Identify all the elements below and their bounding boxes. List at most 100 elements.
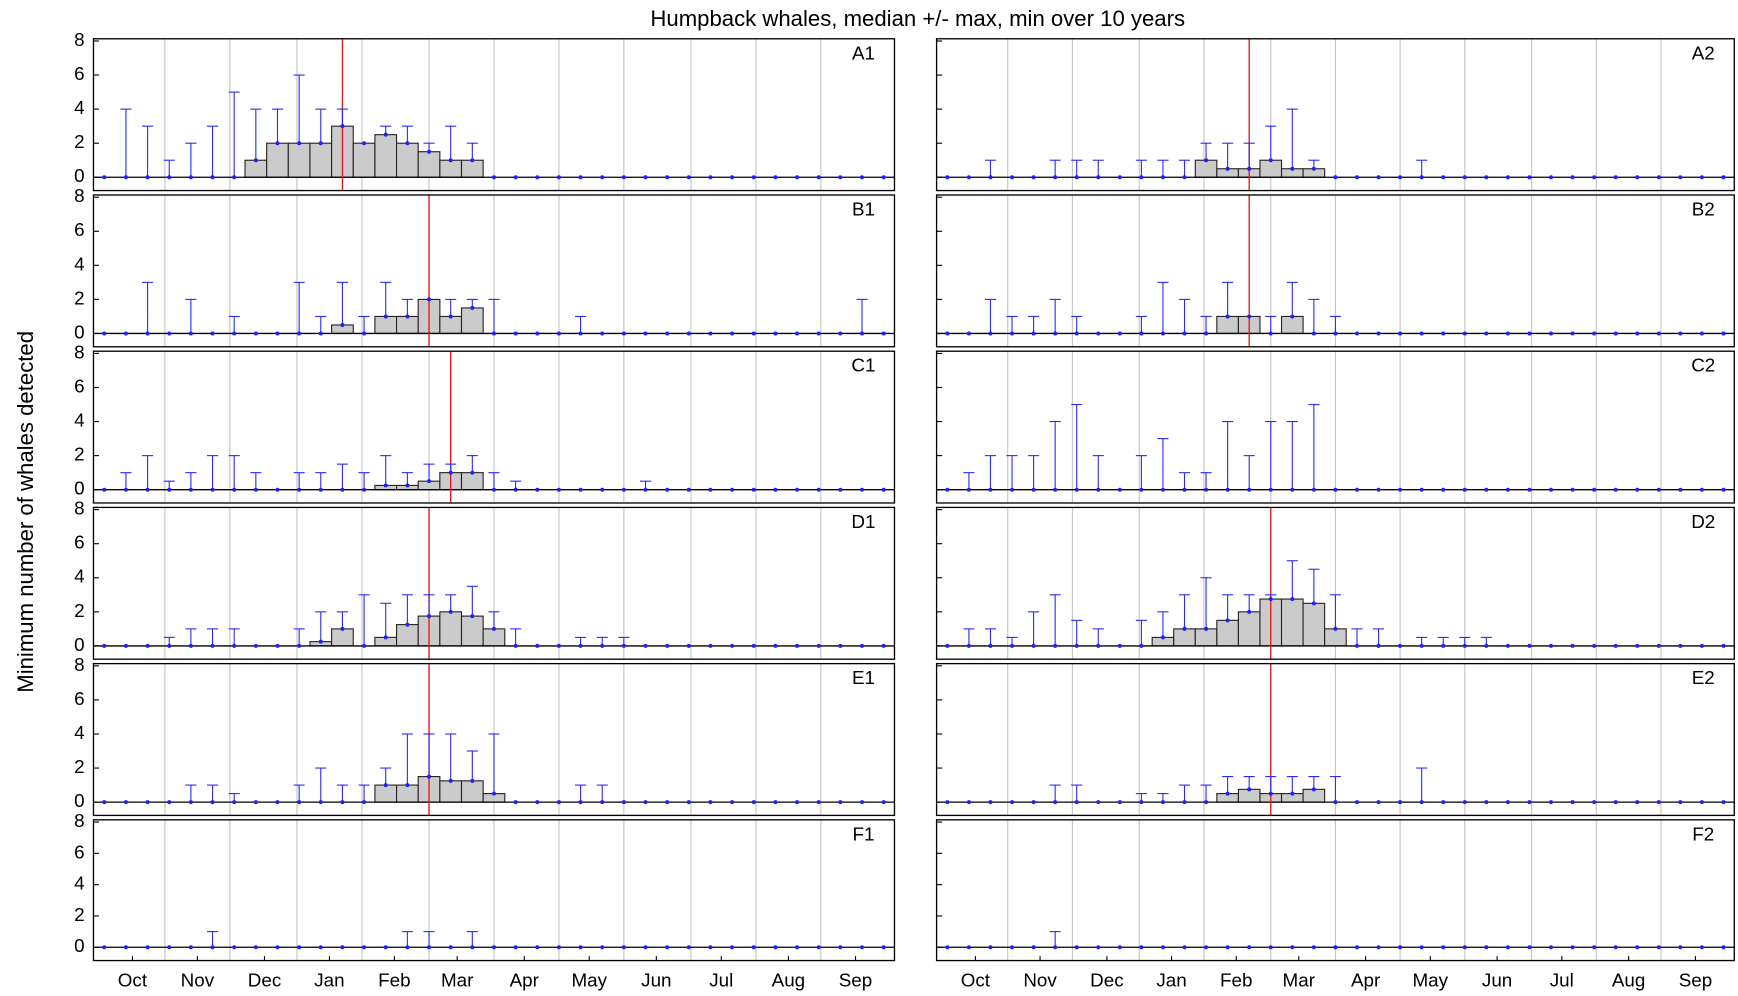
error-bar — [315, 767, 327, 803]
y-tick-label: 2 — [74, 444, 84, 465]
error-bar — [142, 281, 154, 334]
error-bar — [1157, 438, 1169, 490]
median-point — [1441, 643, 1446, 648]
median-point — [1333, 626, 1338, 631]
bar — [1216, 619, 1239, 647]
median-point — [102, 331, 107, 336]
median-point — [795, 800, 800, 805]
error-bar — [1049, 594, 1061, 646]
median-point — [448, 609, 453, 614]
median-point — [1290, 791, 1295, 796]
median-point — [1031, 175, 1036, 180]
bar — [460, 307, 484, 335]
error-bar — [401, 472, 413, 486]
error-bar — [358, 594, 370, 646]
median-point — [1053, 643, 1058, 648]
bar — [439, 159, 463, 178]
median-point — [1656, 487, 1661, 492]
error-bar — [423, 594, 435, 617]
median-point — [1656, 800, 1661, 805]
bar — [396, 624, 419, 647]
median-point — [881, 800, 886, 805]
error-bar — [1329, 315, 1341, 334]
error-bar — [1071, 784, 1083, 803]
median-point — [838, 331, 843, 336]
median-point — [1333, 175, 1338, 180]
error-bar — [315, 315, 327, 334]
median-point — [643, 643, 648, 648]
error-bar — [1308, 298, 1320, 334]
median-point — [1053, 800, 1058, 805]
median-point — [1549, 331, 1554, 336]
median-point — [1160, 800, 1165, 805]
panel-frame — [935, 506, 1735, 660]
x-tick-label: Sep — [1679, 970, 1713, 991]
median-point — [751, 331, 756, 336]
x-tick-label: Jun — [641, 970, 671, 991]
y-tick-label: 8 — [74, 654, 84, 675]
bar — [439, 315, 463, 335]
median-point — [167, 643, 172, 648]
x-tick-label: Nov — [1023, 970, 1057, 991]
median-point — [1333, 945, 1338, 950]
median-point — [773, 800, 778, 805]
median-point — [1354, 331, 1359, 336]
median-point — [860, 331, 865, 336]
median-point — [1096, 800, 1101, 805]
median-point — [860, 175, 865, 180]
panel-frame — [935, 662, 1735, 817]
error-bar — [445, 733, 457, 781]
median-point — [383, 483, 388, 488]
median-point — [556, 331, 561, 336]
median-point — [340, 124, 345, 129]
error-bar — [120, 472, 132, 490]
median-point — [1462, 175, 1467, 180]
median-point — [621, 800, 626, 805]
median-point — [1139, 331, 1144, 336]
median-point — [1376, 800, 1381, 805]
median-point — [1656, 175, 1661, 180]
median-point — [1290, 487, 1295, 492]
x-tick-label: Jul — [709, 970, 733, 991]
median-point — [1398, 331, 1403, 336]
median-point — [556, 487, 561, 492]
median-point — [751, 487, 756, 492]
error-bar — [1178, 159, 1191, 178]
median-point — [1247, 166, 1252, 171]
median-point — [232, 331, 237, 336]
error-bar — [1286, 108, 1298, 169]
x-tick-label: Dec — [1090, 970, 1123, 991]
error-bar — [1157, 281, 1169, 334]
error-bar — [1286, 560, 1298, 600]
panel-frame — [92, 194, 896, 348]
median-point — [318, 331, 323, 336]
bar — [1259, 159, 1283, 178]
median-point — [427, 149, 432, 154]
median-point — [318, 487, 323, 492]
median-point — [102, 800, 107, 805]
median-point — [1699, 800, 1704, 805]
error-bar — [1049, 298, 1061, 334]
median-point — [860, 945, 865, 950]
median-point — [1160, 175, 1165, 180]
median-point — [1592, 800, 1597, 805]
median-point — [838, 945, 843, 950]
median-point — [1139, 643, 1144, 648]
median-point — [1549, 643, 1554, 648]
median-point — [167, 945, 172, 950]
median-point — [988, 175, 993, 180]
y-tick-label: 6 — [74, 841, 84, 862]
median-point — [210, 175, 215, 180]
error-bar — [1071, 159, 1083, 178]
median-point — [1699, 945, 1704, 950]
median-point — [1505, 643, 1510, 648]
median-point — [966, 800, 971, 805]
panel-frame — [935, 819, 1735, 962]
median-point — [730, 487, 735, 492]
median-point — [1268, 331, 1273, 336]
error-bar — [1200, 577, 1212, 629]
median-point — [513, 487, 518, 492]
bar — [1324, 628, 1347, 647]
error-bar — [1222, 594, 1234, 621]
